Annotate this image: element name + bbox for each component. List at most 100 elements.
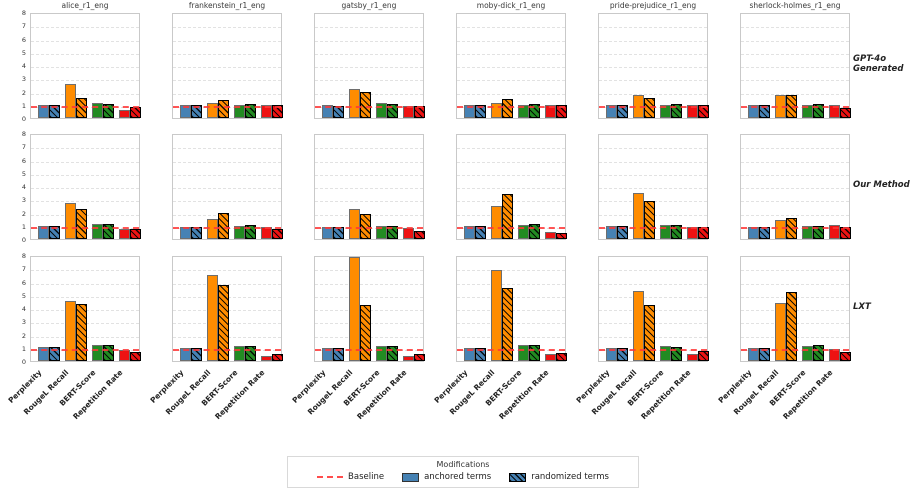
gridline: [31, 53, 139, 55]
bar-anchored-bert-score: [375, 103, 387, 118]
bar-anchored-bert-score: [659, 104, 671, 118]
bar-randomized-repetition-rate: [839, 108, 851, 118]
bar-anchored-perplexity: [179, 347, 191, 361]
gridline: [173, 161, 281, 163]
bar-randomized-repetition-rate: [413, 231, 425, 239]
baseline-dashed-line: [173, 105, 281, 108]
bar-randomized-bert-score: [102, 104, 114, 118]
gridline: [457, 40, 565, 42]
legend-label-anchored: anchored terms: [424, 472, 492, 482]
legend-items: Baseline anchored terms randomized terms: [296, 472, 630, 482]
bar-anchored-bert-score: [233, 225, 245, 239]
bar-anchored-perplexity: [179, 227, 191, 239]
bar-anchored-repetition-rate: [402, 106, 414, 118]
subplot-title: pride-prejudice_r1_eng: [609, 1, 697, 10]
gridline: [173, 53, 281, 55]
bar-randomized-repetition-rate: [555, 233, 567, 239]
bar-anchored-repetition-rate: [828, 225, 840, 239]
gridline: [741, 93, 849, 95]
bar-randomized-bert-score: [670, 347, 682, 361]
gridline: [741, 161, 849, 163]
bar-anchored-bert-score: [375, 345, 387, 361]
bar-randomized-repetition-rate: [129, 229, 141, 239]
bar-anchored-rougel-recall: [348, 257, 360, 361]
subplot-gatsby_r1_eng-2: [314, 256, 425, 362]
subplot-title: gatsby_r1_eng: [341, 1, 397, 10]
bar-anchored-repetition-rate: [118, 110, 130, 118]
gridline: [599, 27, 707, 29]
bar-anchored-bert-score: [659, 346, 671, 361]
gridline: [315, 27, 423, 29]
randomized-swatch-icon: [509, 472, 527, 482]
gridline: [31, 188, 139, 189]
gridline: [315, 188, 423, 189]
gridline: [741, 188, 849, 189]
gridline: [741, 53, 849, 55]
y-tick-label: 4: [21, 305, 26, 313]
bar-anchored-perplexity: [747, 227, 759, 239]
y-tick-label: 4: [21, 183, 26, 191]
gridline: [457, 67, 565, 68]
bar-anchored-bert-score: [91, 103, 103, 118]
bar-anchored-rougel-recall: [348, 208, 360, 239]
bar-randomized-rougel-recall: [501, 288, 513, 361]
row-label-our-method: Our Method: [853, 180, 910, 190]
gridline: [599, 161, 707, 163]
bar-anchored-repetition-rate: [402, 356, 414, 361]
y-tick-label: 8: [21, 130, 26, 138]
bar-anchored-perplexity: [321, 227, 333, 239]
bar-anchored-rougel-recall: [206, 274, 218, 361]
gridline: [457, 80, 565, 82]
gridline: [31, 283, 139, 285]
gridline: [315, 270, 423, 272]
bar-randomized-rougel-recall: [217, 212, 229, 239]
gridline: [315, 148, 423, 150]
y-tick-label: 4: [21, 62, 26, 70]
bar-anchored-repetition-rate: [544, 104, 556, 118]
gridline: [315, 80, 423, 82]
subplot-gatsby_r1_eng-1: [314, 134, 425, 240]
baseline-dashed-line: [315, 348, 423, 351]
gridline: [31, 40, 139, 42]
bar-randomized-rougel-recall: [501, 193, 513, 239]
bar-randomized-perplexity: [332, 347, 344, 361]
bar-anchored-rougel-recall: [632, 290, 644, 361]
subplot-moby-dick_r1_eng-0: [456, 13, 567, 119]
gridline: [315, 201, 423, 203]
bar-anchored-bert-score: [517, 104, 529, 118]
gridline: [599, 40, 707, 42]
y-tick-label: 2: [21, 209, 26, 218]
y-tick-label: 3: [21, 318, 26, 327]
bar-randomized-rougel-recall: [75, 208, 87, 239]
bar-randomized-perplexity: [758, 347, 770, 361]
subplot-title: moby-dick_r1_eng: [476, 1, 546, 10]
gridline: [599, 188, 707, 189]
subplot-gatsby_r1_eng-0: [314, 13, 425, 119]
bar-randomized-bert-score: [102, 345, 114, 361]
gridline: [457, 161, 565, 163]
subplot-alice_r1_eng-0: [30, 13, 141, 119]
y-tick-label: 5: [21, 169, 26, 178]
baseline-dashed-line: [31, 226, 139, 229]
gridline: [741, 174, 849, 176]
subplot-sherlock-holmes_r1_eng-2: [740, 256, 851, 362]
bar-anchored-bert-score: [801, 345, 813, 361]
y-tick-label: 6: [21, 156, 26, 165]
subplot-pride-prejudice_r1_eng-0: [598, 13, 709, 119]
bar-anchored-perplexity: [37, 104, 49, 118]
baseline-dashed-line: [315, 226, 423, 229]
bar-anchored-repetition-rate: [260, 104, 272, 118]
y-tick-label: 8: [21, 252, 26, 260]
baseline-dashed-line: [599, 105, 707, 108]
bar-randomized-repetition-rate: [697, 351, 709, 361]
gridline: [173, 67, 281, 68]
bar-randomized-rougel-recall: [359, 91, 371, 118]
y-tick-label: 6: [21, 35, 26, 44]
bar-anchored-rougel-recall: [64, 202, 76, 239]
subplot-title: frankenstein_r1_eng: [188, 1, 266, 10]
gridline: [173, 80, 281, 82]
bar-randomized-perplexity: [332, 106, 344, 118]
gridline: [741, 40, 849, 42]
bar-anchored-rougel-recall: [206, 103, 218, 118]
